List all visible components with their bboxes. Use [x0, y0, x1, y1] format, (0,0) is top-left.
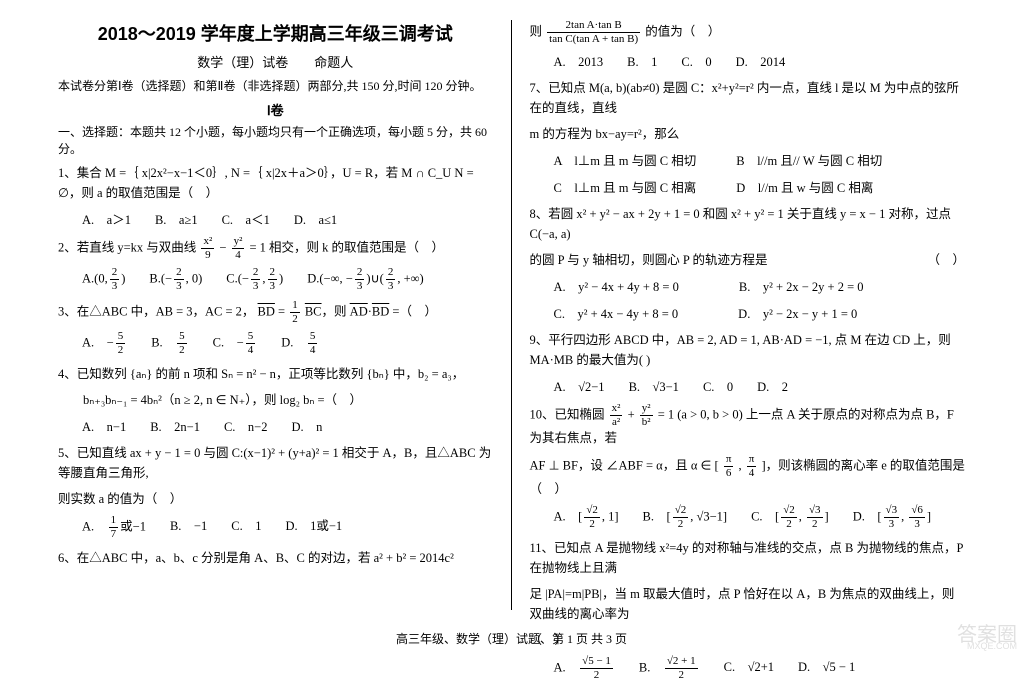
q6b-b: B. 1 [627, 51, 657, 70]
q6-stem: 6、在△ABC 中，a、b、c 分别是角 A、B、C 的对边，若 a² + b²… [58, 548, 493, 568]
q3-c: C. −54 [213, 331, 258, 356]
q1-opts: A. a＞1 B. a≥1 C. a＜1 D. a≤1 [58, 209, 493, 228]
exam-intro: 本试卷分第Ⅰ卷（选择题）和第Ⅱ卷（非选择题）两部分,共 150 分,时间 120… [58, 77, 493, 94]
q7-d: D l//m 且 w 与圆 C 相离 [736, 177, 873, 196]
q7-opts-2: C l⊥m 且 m 与圆 C 相离 D l//m 且 w 与圆 C 相离 [530, 177, 966, 196]
q1-stem: 1、集合 M =｛ x|2x²−x−1＜0｝, N =｛ x|2x＋a＞0｝，U… [58, 163, 493, 203]
q11-a: A. √5 − 12 [554, 656, 615, 681]
q6b-a: A. 2013 [554, 51, 604, 70]
q9-stem: 9、平行四边形 ABCD 中，AB = 2, AD = 1, AB·AD = −… [530, 330, 966, 370]
q11-opts: A. √5 − 12 B. √2 + 12 C. √2+1 D. √5 − 1 [530, 656, 966, 681]
q10-l2: AF ⊥ BF，设 ∠ABF = α，且 α ∈ [ π6 , π4 ]，则该椭… [530, 454, 966, 499]
q7-l2: m 的方程为 bx−ay=r²，那么 [530, 124, 966, 144]
q10-c: C. [√22, √32] [751, 505, 829, 530]
q8-l1: 8、若圆 x² + y² − ax + 2y + 1 = 0 和圆 x² + y… [530, 204, 966, 244]
q3-a: A. −52 [82, 331, 127, 356]
q8-opts: A. y² − 4x + 4y + 8 = 0 B. y² + 2x − 2y … [530, 276, 966, 295]
q5-c: C. 1 [231, 515, 261, 540]
q8-opts-2: C. y² + 4x − 4y + 8 = 0 D. y² − 2x − y +… [530, 303, 966, 322]
q9-c: C. 0 [703, 376, 733, 395]
left-column: 2018～2019 学年度上学期高三年级三调考试 数学（理）试卷 命题人 本试卷… [40, 20, 512, 610]
q8-b: B. y² + 2x − 2y + 2 = 0 [739, 276, 864, 295]
section1-label: Ⅰ卷 [58, 100, 493, 119]
right-column: 则 2tan A·tan Btan C(tan A + tan B) 的值为（ … [512, 20, 984, 610]
q5-a: A. 17或−1 [82, 515, 146, 540]
q8-c: C. y² + 4x − 4y + 8 = 0 [554, 303, 679, 322]
q11-d: D. √5 − 1 [798, 656, 855, 681]
author-label: 命题人 [314, 55, 353, 70]
subject-label: 数学（理）试卷 [197, 55, 288, 70]
q9-a: A. √2−1 [554, 376, 605, 395]
section1-desc: 一、选择题：本题共 12 个小题，每小题均只有一个正确选项，每小题 5 分，共 … [58, 123, 493, 157]
q5-d: D. 1或−1 [285, 515, 342, 540]
q10-b: B. [√22, √3−1] [643, 505, 728, 530]
q5-l2: 则实数 a 的值为（ ） [58, 489, 493, 509]
q6b-c: C. 0 [681, 51, 711, 70]
q5-l1: 5、已知直线 ax + y − 1 = 0 与圆 C:(x−1)² + (y+a… [58, 443, 493, 483]
q3-d: D. 54 [281, 331, 319, 356]
exam-title: 2018～2019 学年度上学期高三年级三调考试 [58, 20, 493, 46]
q7-a: A l⊥m 且 m 与圆 C 相切 [554, 150, 697, 169]
q7-opts: A l⊥m 且 m 与圆 C 相切 B l//m 且// W 与圆 C 相切 [530, 150, 966, 169]
q7-b: B l//m 且// W 与圆 C 相切 [736, 150, 882, 169]
q2-opts: A.(0,23) B.(−23, 0) C.(−23,23) D.(−∞, −2… [58, 267, 493, 292]
q5-b: B. −1 [170, 515, 207, 540]
q11-c: C. √2+1 [724, 656, 774, 681]
q2-b: B.(−23, 0) [149, 267, 202, 292]
q4-d: D. n [291, 416, 322, 435]
q10-d: D. [√33, √63] [853, 505, 931, 530]
watermark-url: MXQE.COM [967, 641, 1017, 651]
q11-b: B. √2 + 12 [639, 656, 700, 681]
q10-l1: 10、已知椭圆 x²a² + y²b² = 1 (a > 0, b > 0) 上… [530, 403, 966, 448]
q8-l2: 的圆 P 与 y 轴相切，则圆心 P 的轨迹方程是 （ ） [530, 250, 966, 270]
page-footer: 高三年级、数学（理）试题、第 1 页 共 3 页 [0, 630, 1023, 647]
q6b-stem: 则 2tan A·tan Btan C(tan A + tan B) 的值为（ … [530, 20, 966, 45]
q6b-d: D. 2014 [736, 51, 786, 70]
q11-l2: 足 |PA|=m|PB|，当 m 取最大值时，点 P 恰好在以 A，B 为焦点的… [530, 584, 966, 624]
q4-l1: 4、已知数列 {aₙ} 的前 n 项和 Sₙ = n² − n，正项等比数列 {… [58, 364, 493, 384]
q9-d: D. 2 [757, 376, 788, 395]
q7-c: C l⊥m 且 m 与圆 C 相离 [554, 177, 697, 196]
q10-opts: A. [√22, 1] B. [√22, √3−1] C. [√22, √32]… [530, 505, 966, 530]
q11-l1: 11、已知点 A 是抛物线 x²=4y 的对称轴与准线的交点，点 B 为抛物线的… [530, 538, 966, 578]
q2-a: A.(0,23) [82, 267, 125, 292]
q3-opts: A. −52 B. 52 C. −54 D. 54 [58, 331, 493, 356]
q1-d: D. a≤1 [294, 209, 337, 228]
q1-b: B. a≥1 [155, 209, 198, 228]
q8-a: A. y² − 4x + 4y + 8 = 0 [554, 276, 679, 295]
q6b-opts: A. 2013 B. 1 C. 0 D. 2014 [530, 51, 966, 70]
q10-a: A. [√22, 1] [554, 505, 619, 530]
q4-l2: bₙ₊₃bₙ₋₁ = 4bₙ²（n ≥ 2, n ∈ N₊），则 log₂ bₙ… [58, 390, 493, 410]
q3-b: B. 52 [151, 331, 188, 356]
q5-opts: A. 17或−1 B. −1 C. 1 D. 1或−1 [58, 515, 493, 540]
q4-opts: A. n−1 B. 2n−1 C. n−2 D. n [58, 416, 493, 435]
q4-a: A. n−1 [82, 416, 126, 435]
q4-b: B. 2n−1 [150, 416, 200, 435]
q1-c: C. a＜1 [222, 209, 270, 228]
q2-d: D.(−∞, −23)∪(23, +∞) [307, 267, 423, 292]
q7-l1: 7、已知点 M(a, b)(ab≠0) 是圆 C：x²+y²=r² 内一点，直线… [530, 78, 966, 118]
q8-d: D. y² − 2x − y + 1 = 0 [738, 303, 857, 322]
q3-stem: 3、在△ABC 中，AB = 3，AC = 2， BD = 12 BC，则 AD… [58, 300, 493, 325]
q2-stem: 2、若直线 y=kx 与双曲线 x²9 − y²4 = 1 相交，则 k 的取值… [58, 236, 493, 261]
q4-c: C. n−2 [224, 416, 268, 435]
q1-a: A. a＞1 [82, 209, 131, 228]
q9-b: B. √3−1 [629, 376, 679, 395]
q9-opts: A. √2−1 B. √3−1 C. 0 D. 2 [530, 376, 966, 395]
q2-c: C.(−23,23) [226, 267, 283, 292]
exam-subtitle: 数学（理）试卷 命题人 [58, 52, 493, 71]
